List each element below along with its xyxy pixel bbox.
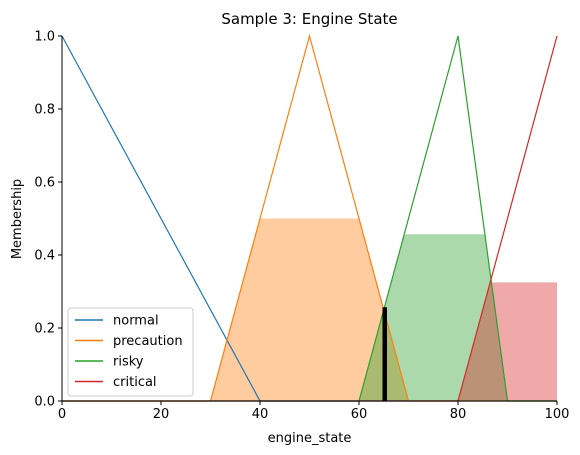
y-tick-label: 0.2 (34, 322, 55, 337)
x-tick-label: 40 (252, 407, 269, 422)
x-axis-ticks: 0 20 40 60 80 100 (58, 401, 570, 422)
y-tick-label: 0.4 (34, 249, 55, 264)
y-axis-label: Membership (10, 179, 25, 259)
x-axis-label: engine_state (268, 431, 352, 446)
chart-title: Sample 3: Engine State (221, 10, 397, 28)
x-tick-label: 100 (545, 407, 570, 422)
x-tick-label: 60 (351, 407, 368, 422)
x-tick-label: 20 (153, 407, 170, 422)
y-tick-label: 0.6 (34, 176, 55, 191)
y-axis-ticks: 0.0 0.2 0.4 0.6 0.8 1.0 (34, 30, 62, 410)
legend-label-precaution: precaution (113, 334, 183, 349)
x-tick-label: 0 (58, 407, 66, 422)
legend-label-risky: risky (113, 355, 144, 370)
y-tick-label: 0.0 (34, 395, 55, 410)
legend-label-critical: critical (113, 375, 157, 390)
y-tick-label: 0.8 (34, 103, 55, 118)
legend: normal precaution risky critical (68, 308, 193, 396)
legend-label-normal: normal (113, 314, 159, 329)
y-tick-label: 1.0 (34, 30, 55, 45)
x-tick-label: 80 (450, 407, 467, 422)
